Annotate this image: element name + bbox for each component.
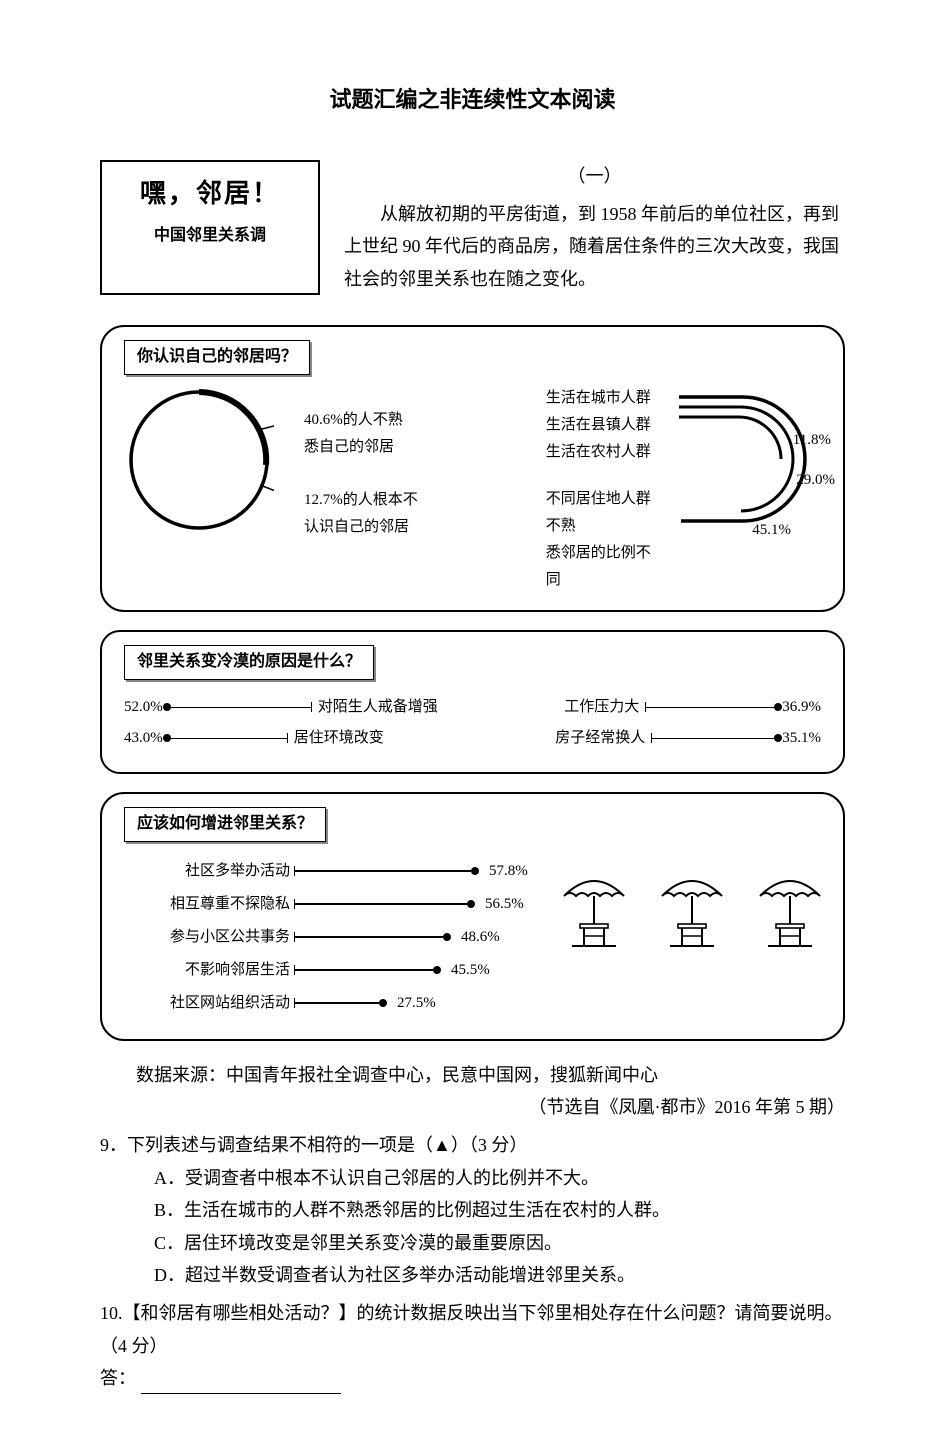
arc-val-1: 11.8% [793, 427, 831, 454]
dot-icon [774, 734, 782, 742]
umbrella-icon [754, 872, 826, 1023]
umbrella-icon [656, 872, 728, 1023]
reason-left: 43.0% 居住环境改变 [124, 725, 384, 752]
pie-label-2a: 12.7%的人根本不 [304, 487, 516, 514]
improve-bar [295, 870, 471, 872]
tick-icon [311, 702, 312, 712]
pie-labels: 40.6%的人不熟 悉自己的邻居 12.7%的人根本不 认识自己的邻居 [304, 385, 516, 541]
dot-icon [774, 703, 782, 711]
arc-group-2: 生活在县镇人群 [546, 412, 657, 439]
arc-val-3: 45.1% [752, 517, 791, 544]
improve-value: 56.5% [485, 891, 524, 918]
arc-caption-2: 悉邻居的比例不同 [546, 540, 657, 594]
bar-line [171, 707, 311, 708]
improve-label: 不影响邻居生活 [124, 957, 294, 984]
data-source: 数据来源：中国青年报社全调查中心，民意中国网，搜狐新闻中心 [100, 1059, 845, 1091]
page-title: 试题汇编之非连续性文本阅读 [100, 80, 845, 120]
arc-val-2: 29.0% [796, 467, 835, 494]
dot-icon [443, 933, 451, 941]
reason-right-label: 工作压力大 [564, 694, 639, 721]
dot-icon [379, 999, 387, 1007]
reason-right-label: 房子经常换人 [555, 725, 645, 752]
q9-opt-b: B．生活在城市的人群不熟悉邻居的比例超过生活在农村的人群。 [100, 1194, 845, 1226]
improve-value: 48.6% [461, 924, 500, 951]
reason-row: 52.0% 对陌生人戒备增强 工作压力大 36.9% [124, 694, 821, 721]
improve-bar [295, 969, 433, 971]
dot-icon [163, 734, 171, 742]
improve-row: 相互尊重不探隐私 56.5% [124, 891, 528, 918]
improve-row: 社区网站组织活动 27.5% [124, 990, 528, 1017]
panel-improve: 应该如何增进邻里关系？ 社区多举办活动 57.8% 相互尊重不探隐私 56.5%… [100, 792, 845, 1041]
tick-icon [287, 733, 288, 743]
panel-know-neighbor: 你认识自己的邻居吗？ 40.6%的人不熟 悉自己的邻居 12.7%的人根本不 认… [100, 325, 845, 612]
q9-stem: 9．下列表述与调查结果不相符的一项是（▲）（3 分） [100, 1129, 845, 1161]
intro-col: （一） 从解放初期的平房街道，到 1958 年前后的单位社区，再到上世纪 90 … [344, 160, 845, 296]
reason-left: 52.0% 对陌生人戒备增强 [124, 694, 438, 721]
pct-right: 36.9% [782, 694, 821, 721]
improve-value: 45.5% [451, 957, 490, 984]
answer-blank[interactable] [141, 1373, 341, 1395]
improve-label: 社区网站组织活动 [124, 990, 294, 1017]
arc-chart: 生活在城市人群 生活在县镇人群 生活在农村人群 不同居住地人群不熟 悉邻居的比例… [546, 385, 821, 594]
umbrella-illustration [558, 872, 826, 1023]
panel1-label: 你认识自己的邻居吗？ [124, 340, 310, 375]
q9-opt-c: C．居住环境改变是邻里关系变冷漠的最重要原因。 [100, 1227, 845, 1259]
pie-label-1a: 40.6%的人不熟 [304, 407, 516, 434]
improve-row: 社区多举办活动 57.8% [124, 858, 528, 885]
q9-opt-d: D．超过半数受调查者认为社区多举办活动能增进邻里关系。 [100, 1259, 845, 1291]
pie-icon [124, 385, 274, 535]
question-10: 10.【和邻居有哪些相处活动？】的统计数据反映出当下邻里相处存在什么问题？请简要… [100, 1297, 845, 1394]
improve-row: 不影响邻居生活 45.5% [124, 957, 528, 984]
improve-label: 相互尊重不探隐私 [124, 891, 294, 918]
arc-caption-1: 不同居住地人群不熟 [546, 486, 657, 540]
reason-right: 工作压力大 36.9% [564, 694, 821, 721]
bar-line [646, 707, 774, 708]
improve-label: 参与小区公共事务 [124, 924, 294, 951]
bar-line [652, 738, 774, 739]
dot-icon [163, 703, 171, 711]
dot-icon [433, 966, 441, 974]
question-9: 9．下列表述与调查结果不相符的一项是（▲）（3 分） A．受调查者中根本不认识自… [100, 1129, 845, 1291]
reason-left-label: 居住环境改变 [294, 725, 384, 752]
intro-row: 嘿，邻居！ 中国邻里关系调 （一） 从解放初期的平房街道，到 1958 年前后的… [100, 160, 845, 296]
callout-sub: 中国邻里关系调 [114, 222, 306, 251]
bar-line [171, 738, 287, 739]
pct-right: 35.1% [782, 725, 821, 752]
q9-opt-a: A．受调查者中根本不认识自己邻居的人的比例并不大。 [100, 1162, 845, 1194]
improve-value: 57.8% [489, 858, 528, 885]
callout-big: 嘿，邻居！ [114, 170, 306, 217]
umbrella-icon [558, 872, 630, 1023]
panel3-label: 应该如何增进邻里关系？ [124, 807, 326, 842]
pie-chart [124, 385, 274, 535]
q10-stem: 10.【和邻居有哪些相处活动？】的统计数据反映出当下邻里相处存在什么问题？请简要… [100, 1297, 845, 1362]
arc-icon [671, 385, 821, 535]
intro-text: 从解放初期的平房街道，到 1958 年前后的单位社区，再到上世纪 90 年代后的… [344, 198, 845, 295]
improve-row: 参与小区公共事务 48.6% [124, 924, 528, 951]
dot-icon [471, 867, 479, 875]
pie-label-1b: 悉自己的邻居 [304, 434, 516, 461]
improve-bar [295, 903, 467, 905]
panel-reason: 邻里关系变冷漠的原因是什么？ 52.0% 对陌生人戒备增强 工作压力大 36.9… [100, 630, 845, 774]
arc-group-1: 生活在城市人群 [546, 385, 657, 412]
improve-bar [295, 1002, 379, 1004]
q10-answer: 答： [100, 1362, 845, 1394]
citation: （节选自《凤凰·都市》2016 年第 5 期） [100, 1091, 845, 1123]
answer-prefix: 答： [100, 1368, 136, 1388]
arc-group-3: 生活在农村人群 [546, 439, 657, 466]
callout-box: 嘿，邻居！ 中国邻里关系调 [100, 160, 320, 296]
panel2-label: 邻里关系变冷漠的原因是什么？ [124, 645, 374, 680]
improve-bar [295, 936, 443, 938]
pct-left: 52.0% [124, 694, 163, 721]
reason-row: 43.0% 居住环境改变 房子经常换人 35.1% [124, 725, 821, 752]
reason-left-label: 对陌生人戒备增强 [318, 694, 438, 721]
dot-icon [467, 900, 475, 908]
improve-label: 社区多举办活动 [124, 858, 294, 885]
reason-right: 房子经常换人 35.1% [555, 725, 821, 752]
pie-label-2b: 认识自己的邻居 [304, 514, 516, 541]
pct-left: 43.0% [124, 725, 163, 752]
improve-value: 27.5% [397, 990, 436, 1017]
section-marker: （一） [344, 160, 845, 192]
